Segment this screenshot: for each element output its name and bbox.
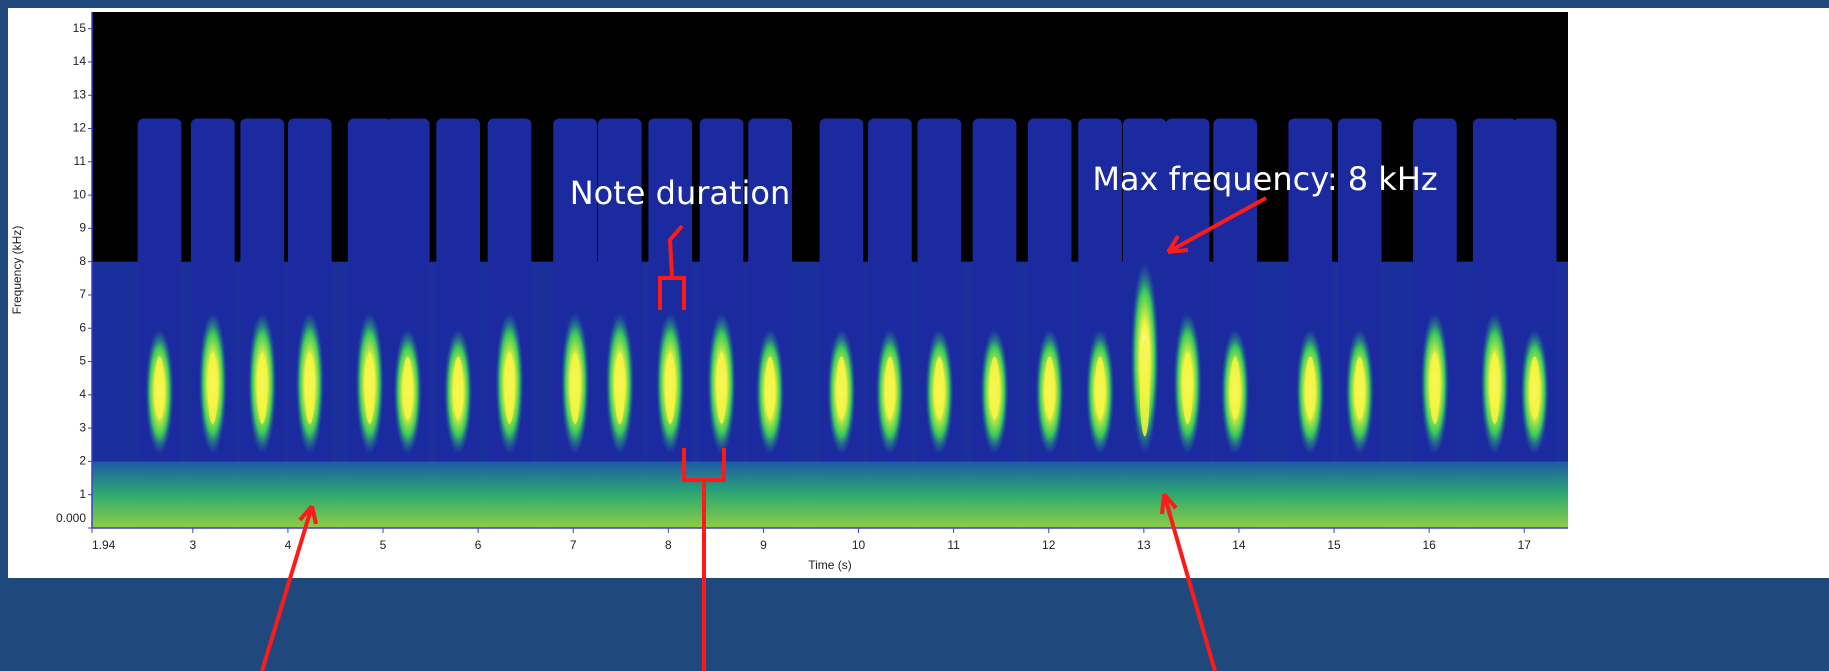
y-tick-label: 12 — [73, 121, 87, 135]
x-tick-label: 17 — [1518, 538, 1532, 552]
note-core — [1530, 357, 1540, 420]
note-core — [257, 352, 267, 424]
x-tick-label: 12 — [1042, 538, 1056, 552]
x-tick-label: 7 — [570, 538, 577, 552]
x-tick-label: 4 — [285, 538, 292, 552]
x-tick-label: 6 — [475, 538, 482, 552]
x-tick-label: 15 — [1327, 538, 1341, 552]
annotation: Note duration — [570, 174, 791, 212]
note-core — [1183, 352, 1193, 424]
note-core — [1095, 357, 1105, 420]
y-tick-label: 11 — [74, 154, 87, 168]
x-tick-label: 13 — [1137, 538, 1151, 552]
y-tick-label: 9 — [79, 221, 86, 235]
note-core — [615, 352, 625, 424]
note-core — [934, 357, 944, 420]
y-tick-label: 4 — [79, 387, 86, 401]
x-tick-label: 11 — [947, 538, 960, 552]
note-core — [1430, 352, 1440, 424]
note-core — [155, 357, 165, 420]
y-tick-label: 3 — [79, 420, 86, 434]
note-core — [1230, 357, 1240, 420]
note-core — [365, 352, 375, 424]
x-axis-label: Time (s) — [808, 558, 852, 572]
note-core — [305, 352, 315, 424]
note-core — [570, 352, 580, 424]
annotation: Max frequency: 8 kHz — [1092, 160, 1437, 198]
y-axis-label: Frequency (kHz) — [10, 226, 24, 315]
x-tick-label: 14 — [1232, 538, 1246, 552]
x-tick-label: 5 — [380, 538, 387, 552]
y-tick-label: 10 — [73, 187, 87, 201]
x-tick-label: 3 — [189, 538, 196, 552]
x-tick-label: 16 — [1422, 538, 1436, 552]
note-core — [1305, 357, 1315, 420]
y-tick-label: 14 — [73, 54, 87, 68]
note-core — [1045, 357, 1055, 420]
x-tick-label: 1.94 — [92, 538, 116, 552]
note-core — [765, 357, 775, 420]
y-tick-label: 13 — [73, 87, 87, 101]
y-tick-label: 2 — [79, 454, 86, 468]
x-tick-label: 8 — [665, 538, 672, 552]
y-tick-label: 7 — [79, 287, 86, 301]
page: {"chart_data": {"type": "spectrogram", "… — [0, 0, 1829, 671]
note-core — [505, 352, 515, 424]
y-tick-label: 15 — [73, 21, 87, 35]
note-core — [836, 357, 846, 420]
note-core — [717, 352, 727, 424]
note-core — [990, 357, 1000, 420]
y-tick-label: 8 — [79, 254, 86, 268]
note-core — [1140, 340, 1150, 437]
y-tick-label: 5 — [79, 354, 86, 368]
y-tick-label: 1 — [79, 487, 86, 501]
note-core — [665, 352, 675, 424]
y-tick-label: 0.000 — [56, 511, 86, 525]
chart: Frequency (kHz) Time (s) Note duration M… — [0, 0, 1829, 671]
x-tick-label: 10 — [852, 538, 866, 552]
note-core — [885, 357, 895, 420]
note-core — [208, 352, 218, 424]
y-tick-label: 6 — [79, 320, 86, 334]
note-core — [403, 357, 413, 420]
x-tick-label: 9 — [760, 538, 767, 552]
note-core — [1355, 357, 1365, 420]
note-core — [453, 357, 463, 420]
note-core — [1490, 352, 1500, 424]
